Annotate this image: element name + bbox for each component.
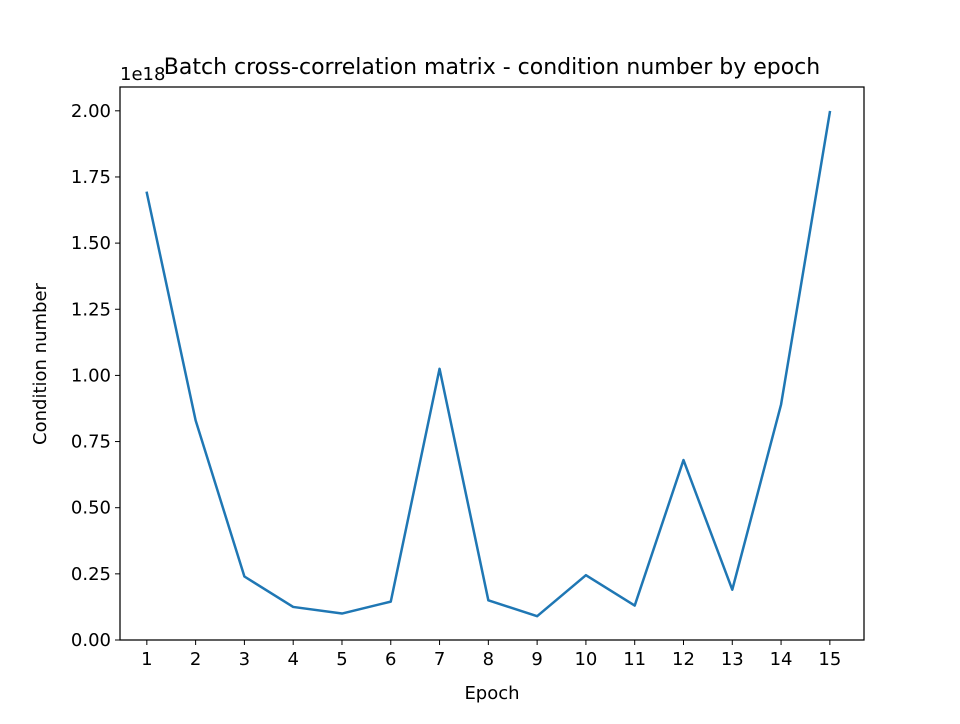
y-axis-label: Condition number (30, 282, 51, 444)
x-tick-label: 4 (287, 649, 298, 670)
x-tick-label: 13 (721, 649, 744, 670)
x-tick-label: 1 (141, 649, 152, 670)
y-tick-label: 1.25 (71, 299, 111, 320)
x-tick-label: 14 (770, 649, 793, 670)
y-tick-label: 0.00 (71, 630, 111, 651)
y-tick-label: 0.25 (71, 564, 111, 585)
x-tick-label: 9 (531, 649, 542, 670)
x-tick-label: 6 (385, 649, 396, 670)
y-tick-label: 0.50 (71, 498, 111, 519)
y-axis-offset-label: 1e18 (120, 64, 165, 85)
y-axis-ticks: 0.00 0.25 0.50 0.75 1.00 1.25 1.50 1.75 2.00 (71, 101, 120, 651)
chart-title: Batch cross-correlation matrix - conditi… (164, 55, 820, 80)
x-axis-ticks: 1 2 3 4 5 6 7 8 9 10 11 12 13 14 15 (141, 640, 841, 670)
x-tick-label: 5 (336, 649, 347, 670)
x-tick-label: 15 (818, 649, 841, 670)
y-tick-label: 1.75 (71, 167, 111, 188)
y-tick-label: 1.00 (71, 365, 111, 386)
x-tick-label: 3 (239, 649, 250, 670)
x-tick-label: 10 (574, 649, 597, 670)
x-axis-label: Epoch (464, 683, 519, 704)
x-tick-label: 7 (434, 649, 445, 670)
x-tick-label: 8 (483, 649, 494, 670)
series-layer (145, 110, 832, 618)
y-tick-label: 2.00 (71, 101, 111, 122)
x-tick-label: 11 (623, 649, 646, 670)
plot-area-frame (119, 86, 865, 641)
y-tick-label: 1.50 (71, 233, 111, 254)
x-tick-label: 12 (672, 649, 695, 670)
x-tick-label: 2 (190, 649, 201, 670)
series-line (145, 110, 832, 618)
y-tick-label: 0.75 (71, 432, 111, 453)
